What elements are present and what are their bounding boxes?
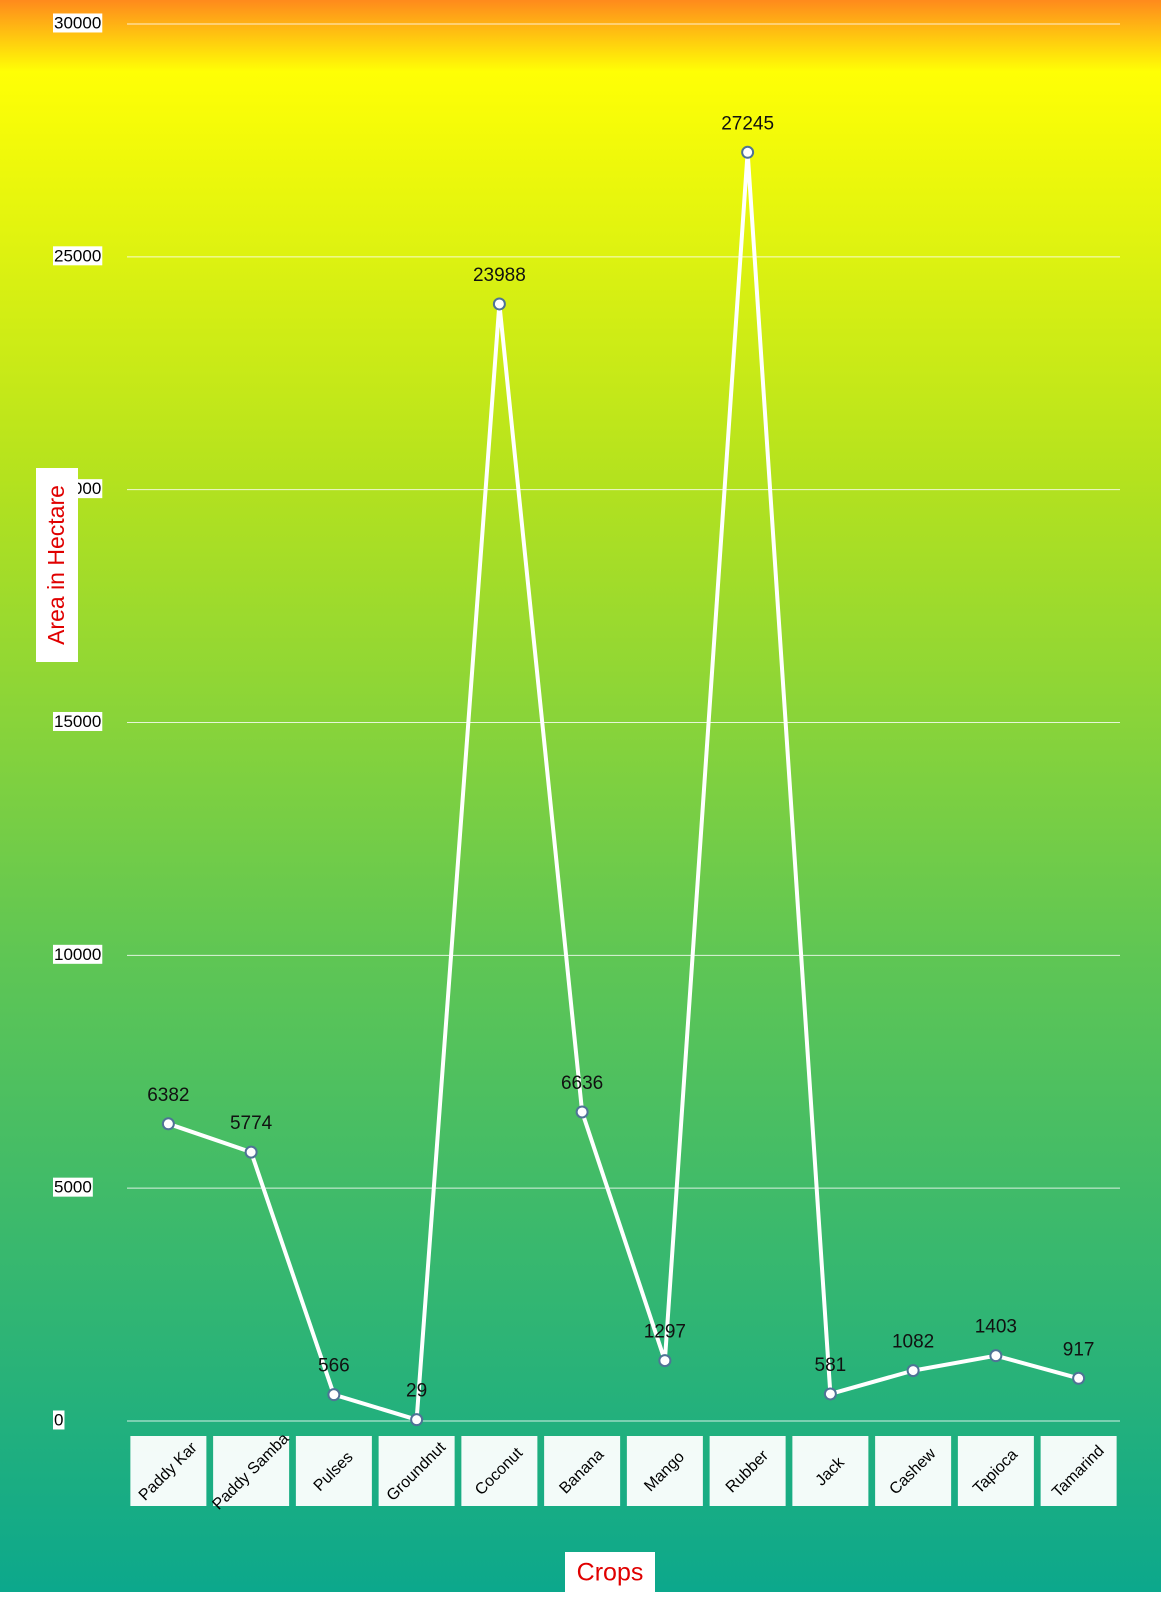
data-label: 1082 [892, 1332, 934, 1353]
data-label: 27245 [721, 113, 774, 134]
point [658, 1354, 672, 1368]
y-tick-label: 10000 [54, 945, 101, 964]
y-tick-box [53, 13, 103, 33]
data-label: 5774 [230, 1113, 273, 1134]
data-label: 1403 [975, 1317, 1017, 1338]
x-label-box [213, 1436, 290, 1506]
x-label-box [957, 1436, 1034, 1506]
point [161, 1117, 175, 1131]
data-label: 1297 [644, 1322, 686, 1343]
point [575, 1105, 589, 1119]
point [410, 1413, 424, 1427]
x-label-box [130, 1436, 207, 1506]
x-label-box [295, 1436, 372, 1506]
x-label-box [709, 1436, 786, 1506]
line [167, 150, 1080, 1422]
y-title-box [36, 468, 78, 662]
y-axis-title: Area in Hectare [43, 485, 69, 645]
data-label: 23988 [473, 265, 526, 286]
point [492, 297, 506, 311]
data-label: 6636 [561, 1073, 603, 1094]
y-tick-box [53, 944, 103, 964]
data-label: 6382 [147, 1085, 189, 1106]
data-label: 581 [815, 1355, 847, 1376]
x-label-box [544, 1436, 621, 1506]
x-label-box [626, 1436, 703, 1506]
y-tick-label: 30000 [54, 13, 101, 32]
point [906, 1364, 920, 1378]
y-tick-label: 0 [54, 1410, 63, 1429]
y-tick-box [53, 1410, 65, 1430]
point [989, 1349, 1003, 1363]
y-tick-label: 5000 [54, 1178, 92, 1197]
y-tick-box [53, 711, 103, 731]
y-tick-box [53, 246, 103, 266]
y-tick-box [53, 1177, 93, 1197]
y-tick-label: 25000 [54, 246, 101, 265]
x-label-box [1040, 1436, 1117, 1506]
x-label-box [461, 1436, 538, 1506]
y-tick-label: 15000 [54, 712, 101, 731]
point [823, 1387, 837, 1401]
data-label: 917 [1063, 1339, 1095, 1360]
x-label-box [792, 1436, 869, 1506]
x-label-box [378, 1436, 455, 1506]
x-title-box [565, 1552, 655, 1592]
point [327, 1388, 341, 1402]
point [741, 145, 755, 159]
data-label: 566 [318, 1356, 350, 1377]
data-label: 29 [406, 1381, 427, 1402]
x-label-box [875, 1436, 952, 1506]
point [244, 1145, 258, 1159]
x-axis-title: Crops [577, 1559, 644, 1587]
point [1072, 1371, 1086, 1385]
